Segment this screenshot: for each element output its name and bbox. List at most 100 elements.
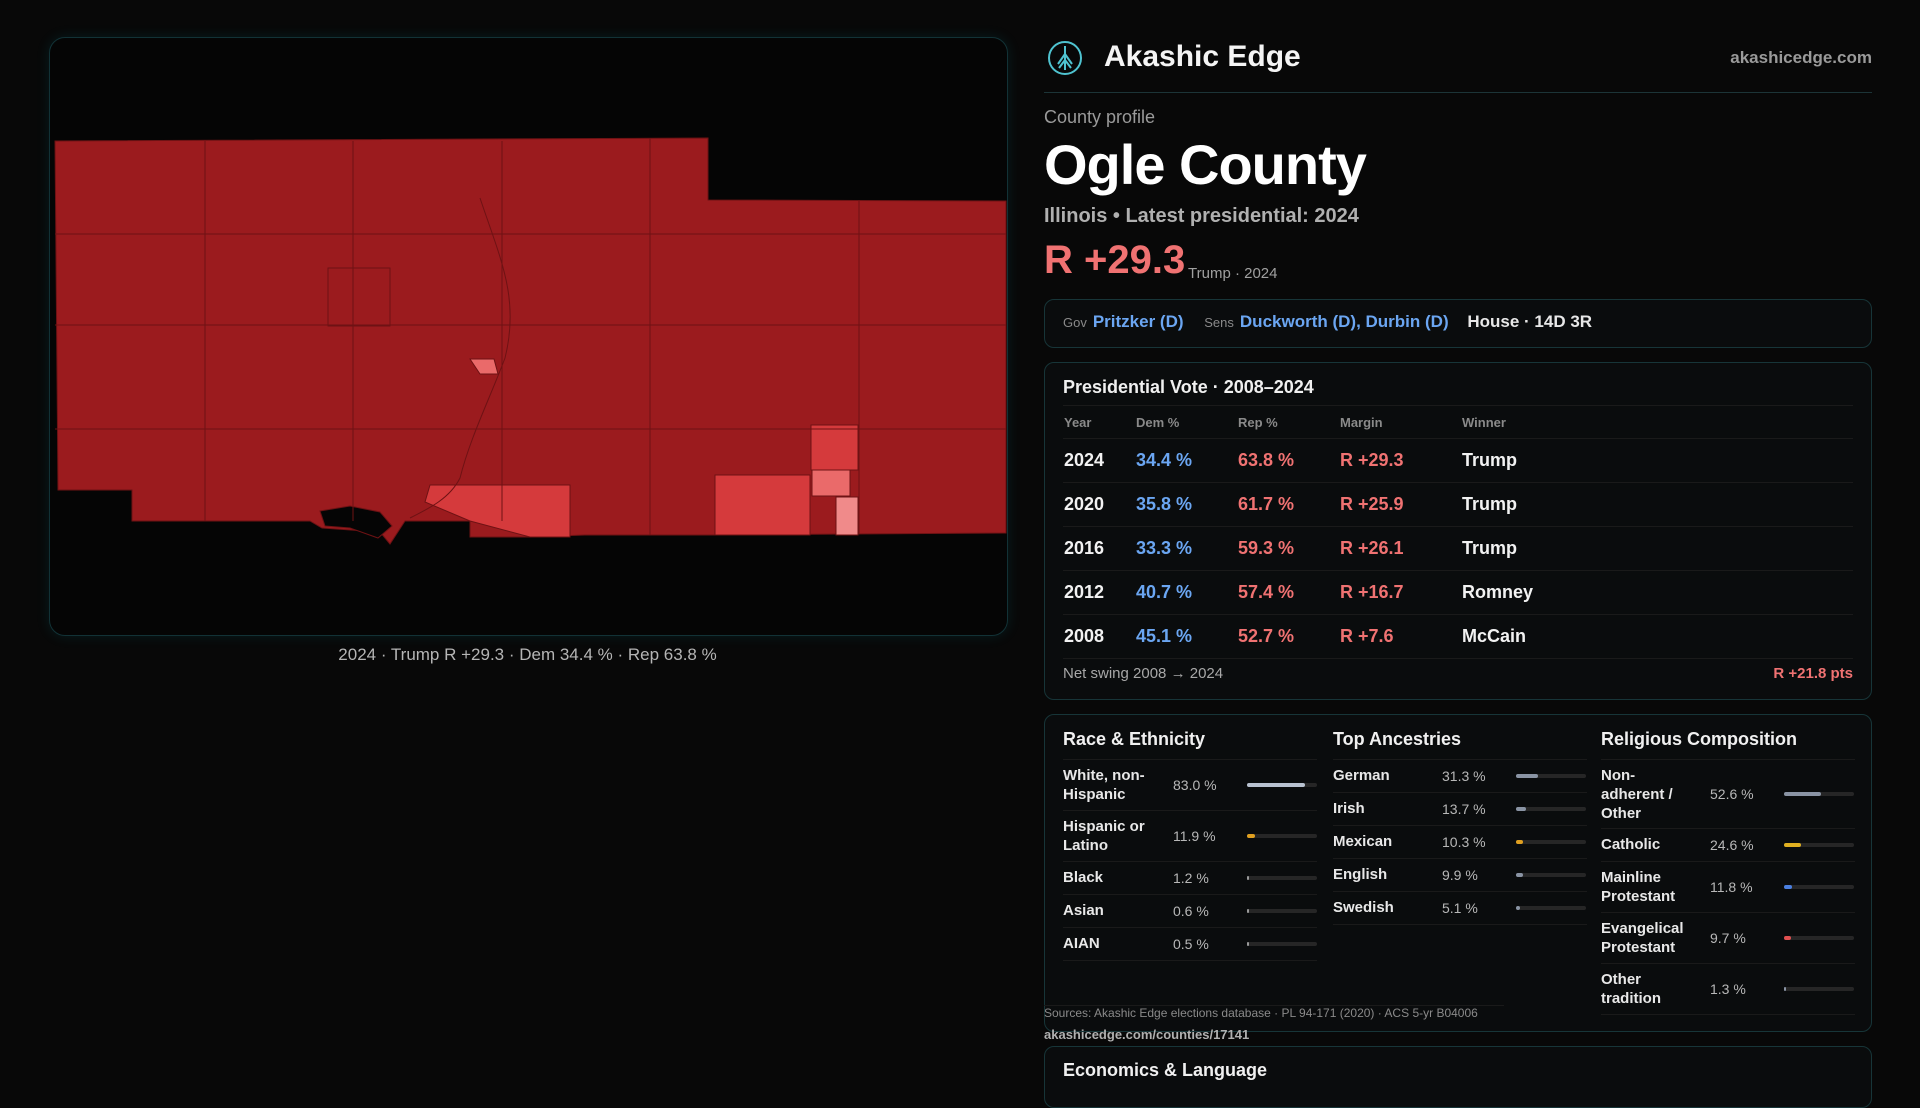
stat-label: White, non-Hispanic [1063,767,1145,803]
stat-label: Catholic [1601,836,1661,853]
county-map [54,137,1007,545]
cell-year: 2016 [1063,526,1135,571]
profile-subtitle: Illinois • Latest presidential: 2024 [1044,205,1359,227]
app-header: Akashic Edge akashicedge.com [1044,36,1872,93]
precinct-shape [714,474,811,536]
profile-eyebrow: County profile [1044,107,1156,127]
cell-margin: R +7.6 [1339,614,1461,659]
stat-row: Catholic 24.6 % [1601,829,1855,862]
brand-name: Akashic Edge [1104,40,1301,73]
stat-value: 11.9 % [1173,828,1216,844]
house-delegation: House · 14D 3R [1467,312,1593,331]
stat-row: Irish 13.7 % [1333,793,1587,826]
stat-bar [1247,909,1317,913]
cell-year: 2008 [1063,614,1135,659]
race-section: Race & Ethnicity White, non-Hispanic 83.0… [1063,729,1317,961]
stat-value: 5.1 % [1442,900,1478,916]
stat-label: Swedish [1333,899,1394,916]
stat-row: Evangelical Protestant 9.7 % [1601,913,1855,964]
cell-winner: Trump [1461,438,1853,483]
presidential-vote-card: Presidential Vote · 2008–2024 Year Dem %… [1044,362,1872,700]
stat-row: White, non-Hispanic 83.0 % [1063,760,1317,811]
cell-margin: R +16.7 [1339,570,1461,615]
stat-row: Mainline Protestant 11.8 % [1601,862,1855,913]
stat-bar [1784,885,1854,889]
stat-row: English 9.9 % [1333,859,1587,892]
stat-value: 9.9 % [1442,867,1478,883]
stat-bar [1784,792,1854,796]
stat-label: Asian [1063,902,1104,919]
ancestry-title: Top Ancestries [1333,729,1587,760]
precinct-shape [810,424,859,471]
stat-label: Black [1063,869,1104,886]
stat-value: 0.6 % [1173,903,1209,919]
stat-bar [1247,783,1317,787]
stat-value: 31.3 % [1442,768,1486,784]
stat-label: Other tradition [1601,971,1661,1007]
stat-label: Evangelical Protestant [1601,920,1684,956]
religion-section: Religious Composition Non-adherent / Oth… [1601,729,1855,1015]
county-map-panel [49,37,1008,636]
stat-value: 1.2 % [1173,870,1209,886]
race-title: Race & Ethnicity [1063,729,1317,760]
presidential-table: Year Dem % Rep % Margin Winner 2024 34.4 … [1063,405,1853,659]
stat-bar-fill [1516,906,1520,910]
stat-value: 24.6 % [1710,837,1754,853]
lake-shape [319,505,393,539]
sens-label: Sens [1204,315,1234,330]
senators-link[interactable]: Duckworth (D), Durbin (D) [1239,312,1449,331]
stat-bar-fill [1516,807,1526,811]
officials-card: Gov Pritzker (D) Sens Duckworth (D), Durbi… [1044,299,1872,348]
stat-row: Black 1.2 % [1063,862,1317,895]
stat-label: Non-adherent / Other [1601,767,1673,822]
stat-bar-fill [1247,942,1249,946]
stat-label: Mexican [1333,833,1393,850]
cell-winner: Trump [1461,526,1853,571]
presidential-row: 2024 34.4 % 63.8 % R +29.3 Trump [1063,438,1853,483]
map-caption: 2024 · Trump R +29.3 · Dem 34.4 % · Rep … [338,645,717,664]
stat-bar [1784,936,1854,940]
cell-margin: R +29.3 [1339,438,1461,483]
stat-value: 9.7 % [1710,930,1746,946]
col-winner: Winner [1461,405,1853,439]
stat-bar-fill [1784,936,1791,940]
stat-bar-fill [1784,843,1801,847]
site-domain[interactable]: akashicedge.com [1730,48,1872,67]
stat-bar-fill [1784,792,1821,796]
stat-bar [1247,876,1317,880]
tree-circle-icon [1048,41,1082,75]
governor-link[interactable]: Pritzker (D) [1092,312,1184,331]
stat-row: German 31.3 % [1333,760,1587,793]
col-rep: Rep % [1237,405,1339,439]
precinct-shape [424,484,571,538]
cell-rep: 63.8 % [1237,438,1339,483]
stat-row: Non-adherent / Other 52.6 % [1601,760,1855,829]
stat-label: German [1333,767,1390,784]
demographics-card: Race & Ethnicity White, non-Hispanic 83.0… [1044,714,1872,1032]
stat-value: 0.5 % [1173,936,1209,952]
col-year: Year [1063,405,1135,439]
cell-margin: R +25.9 [1339,482,1461,527]
cell-rep: 52.7 % [1237,614,1339,659]
stat-bar [1784,987,1854,991]
stat-value: 11.8 % [1710,879,1753,895]
stat-bar [1516,774,1586,778]
precinct-shape [469,358,499,375]
cell-winner: McCain [1461,614,1853,659]
stat-bar [1516,873,1586,877]
stat-bar-fill [1784,987,1786,991]
col-dem: Dem % [1135,405,1237,439]
stat-label: Mainline Protestant [1601,869,1676,905]
stat-value: 1.3 % [1710,981,1746,997]
stat-label: Hispanic or Latino [1063,818,1145,854]
stat-label: AIAN [1063,935,1100,952]
cell-year: 2024 [1063,438,1135,483]
stat-bar [1516,906,1586,910]
cell-rep: 61.7 % [1237,482,1339,527]
cell-margin: R +26.1 [1339,526,1461,571]
sources-url[interactable]: akashicedge.com/counties/17141 [1044,1027,1250,1042]
stat-label: English [1333,866,1388,883]
stat-bar [1247,942,1317,946]
stat-bar-fill [1516,873,1523,877]
stat-bar-fill [1247,909,1249,913]
